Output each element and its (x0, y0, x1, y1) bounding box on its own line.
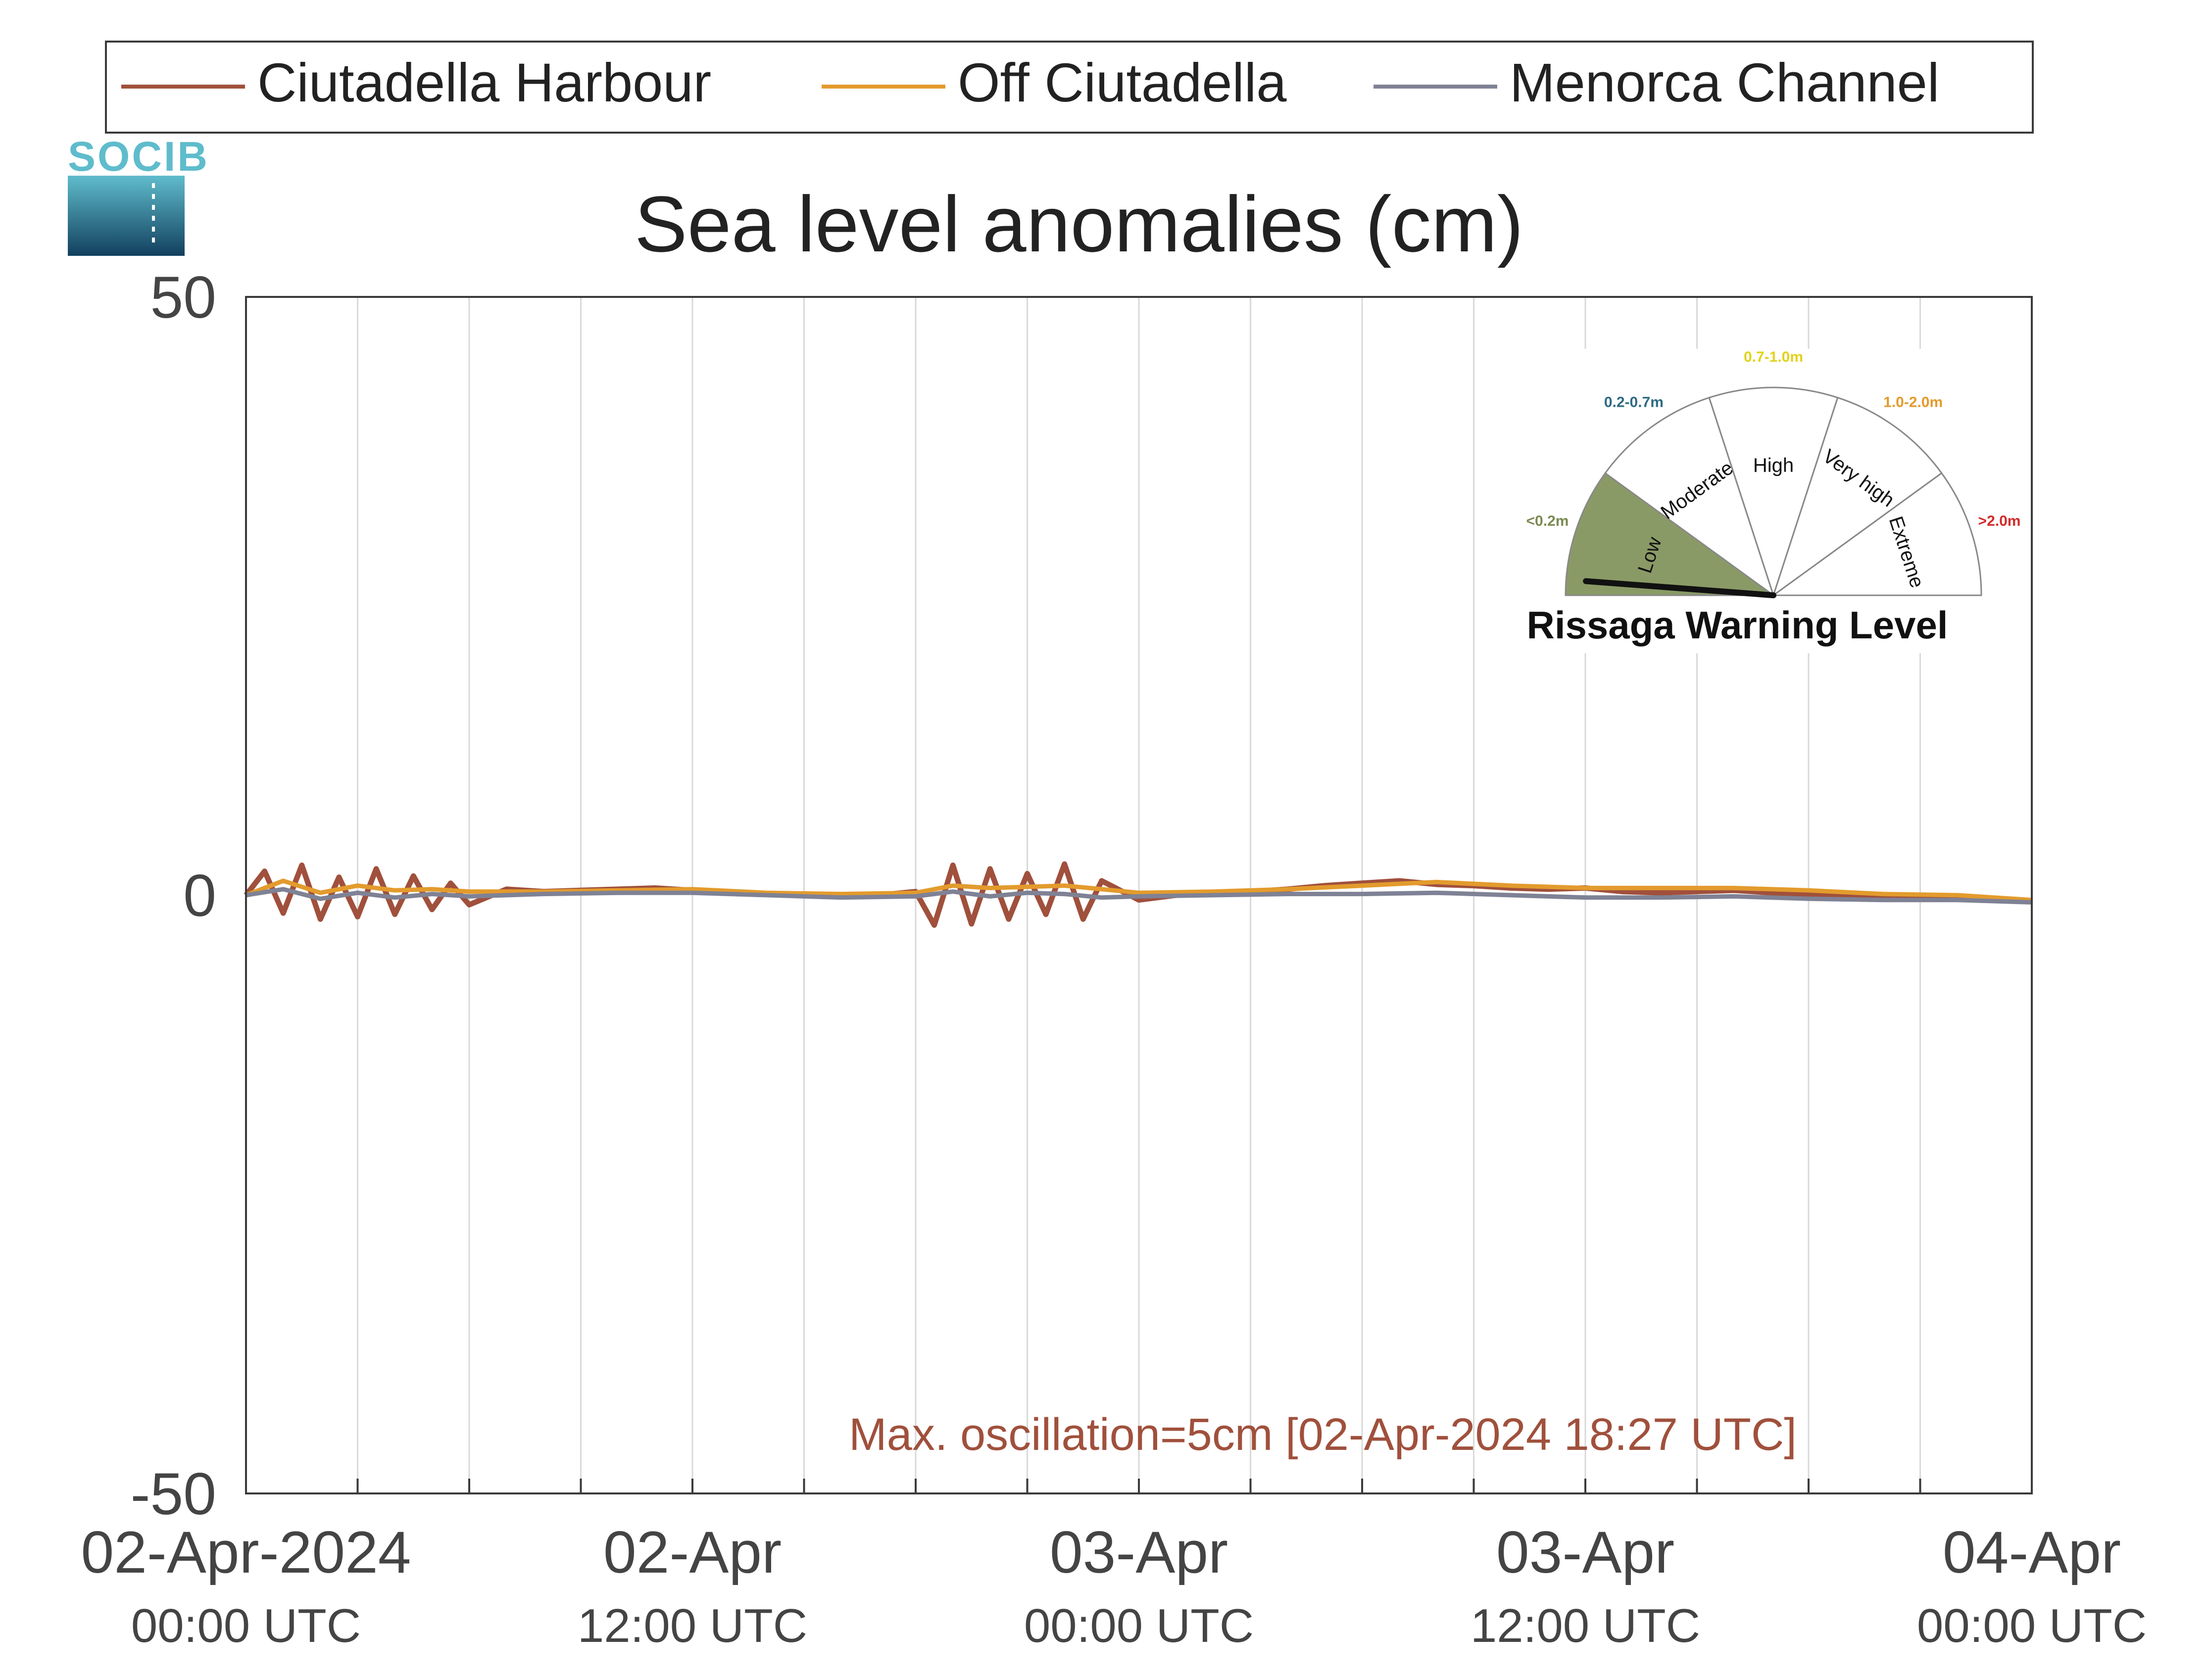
x-axis: 02-Apr-2024 00:00 UTC 02-Apr 12:00 UTC 03-Ap… (81, 1519, 2147, 1652)
x-tick-label-time: 00:00 UTC (1024, 1599, 1254, 1652)
x-tick-label-date: 04-Apr (1943, 1519, 2121, 1585)
x-tick-label-date: 03-Apr (1050, 1519, 1228, 1585)
socib-logo: SOCIB (68, 133, 209, 256)
gauge-sector-label-high: High (1753, 455, 1794, 477)
series-line-off-ciutadella (245, 878, 2032, 903)
gauge-range-low: <0.2m (1526, 513, 1569, 529)
x-tick-label-date: 02-Apr (603, 1519, 782, 1585)
legend-item-menorca-channel: Menorca Channel (1374, 52, 1939, 113)
x-tick-label-time: 12:00 UTC (578, 1599, 807, 1652)
y-tick-label: -50 (131, 1461, 216, 1527)
gauge-sectors: Low<0.2m Moderate0.2-0.7mHigh0.7-1.0mVery… (1526, 349, 2021, 598)
gauge-sector-low (1565, 472, 1776, 596)
socib-logo-text: SOCIB (68, 133, 209, 180)
legend-item-off-ciutadella: Off Ciutadella (822, 52, 1287, 113)
plot-area (244, 296, 2033, 1494)
legend-label-ciutadella-harbour: Ciutadella Harbour (257, 52, 711, 113)
socib-logo-block (68, 176, 185, 256)
chart-title: Sea level anomalies (cm) (635, 180, 1523, 268)
x-tick-label-date: 03-Apr (1496, 1519, 1674, 1585)
series-line-ciutadella-harbour (244, 861, 2032, 928)
gauge-range-very-high: 1.0-2.0m (1883, 394, 1943, 411)
gauge-sector-high (1708, 386, 1839, 598)
gauge-sector-moderate (1604, 396, 1775, 597)
x-tick-label-time: 00:00 UTC (131, 1599, 361, 1652)
x-tick-label-time: 12:00 UTC (1471, 1599, 1700, 1652)
legend: Ciutadella Harbour Off Ciutadella Menorc… (105, 41, 2034, 134)
gauge-range-high: 0.7-1.0m (1744, 349, 1803, 365)
y-axis: -50 0 50 (131, 264, 216, 1527)
legend-item-ciutadella-harbour: Ciutadella Harbour (121, 52, 711, 113)
series-layer (244, 861, 2032, 928)
gauge-needle (1583, 578, 1776, 598)
max-oscillation-annotation: Max. oscillation=5cm [02-Apr-2024 18:27 … (849, 1409, 1797, 1460)
y-tick-label: 0 (183, 863, 216, 929)
series-line-menorca-channel (245, 887, 2032, 905)
x-tick-label-time: 00:00 UTC (1917, 1599, 2147, 1652)
gauge-range-extreme: >2.0m (1978, 513, 2021, 529)
y-tick-label: 50 (150, 264, 216, 331)
gauge-range-moderate: 0.2-0.7m (1604, 394, 1664, 411)
x-tick-label-date: 02-Apr-2024 (81, 1519, 411, 1585)
legend-label-menorca-channel: Menorca Channel (1510, 52, 1939, 113)
x-tick-marks (245, 1479, 2033, 1493)
gauge-title: Rissaga Warning Level (1526, 603, 1948, 647)
legend-label-off-ciutadella: Off Ciutadella (958, 52, 1287, 113)
rissaga-gauge: Low<0.2m Moderate0.2-0.7mHigh0.7-1.0mVery… (1500, 349, 2020, 653)
gauge-sector-extreme (1771, 472, 1982, 596)
gauge-sector-very-high (1772, 396, 1943, 597)
